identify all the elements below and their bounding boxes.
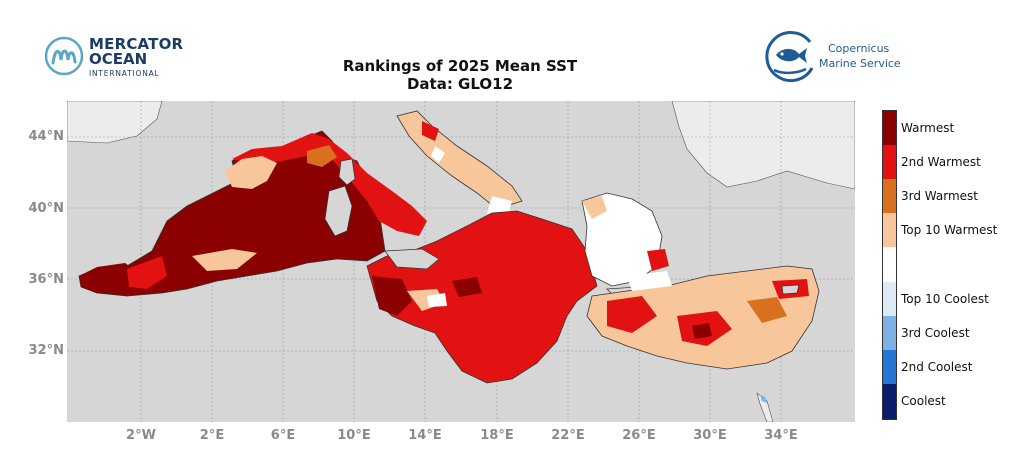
copernicus-marine-logo: Copernicus Marine Service <box>762 28 912 84</box>
lon-label-18e: 18°E <box>480 428 514 443</box>
tunisian-shelf <box>372 276 412 316</box>
ionian-dark-patch <box>452 277 482 297</box>
adriatic-white <box>431 146 445 163</box>
copernicus-logo-text-2: Marine Service <box>819 57 901 70</box>
sst-ranking-map <box>67 101 855 422</box>
adriatic-red <box>422 121 439 141</box>
black-sea-area <box>671 101 855 190</box>
map-title-line-1: Rankings of 2025 Mean SST <box>342 57 578 75</box>
colorbar-swatch-neutral <box>883 247 896 282</box>
ionian-white-patch <box>427 293 447 307</box>
legend-label-3rd-coolest: 3rd Coolest <box>901 326 970 340</box>
lon-label-30e: 30°E <box>693 428 727 443</box>
ligurian-patch <box>307 145 337 167</box>
lon-label-14e: 14°E <box>408 428 442 443</box>
mercator-logo-text-1: MERCATOR <box>89 35 184 53</box>
colorbar-swatch-3rd-coolest <box>883 316 896 350</box>
colorbar <box>882 110 897 420</box>
levantine-white <box>627 271 672 291</box>
legend-label-2nd-coolest: 2nd Coolest <box>901 360 973 374</box>
copernicus-logo-text-1: Copernicus <box>828 42 890 55</box>
cyprus-island <box>781 284 800 295</box>
mercator-logo-icon <box>44 36 84 76</box>
colorbar-swatch-2nd-coolest <box>883 350 896 384</box>
lon-label-26e: 26°E <box>622 428 656 443</box>
legend-label-top10-coolest: Top 10 Coolest <box>901 292 989 306</box>
sardinia-island <box>324 185 353 237</box>
aegean-red <box>647 249 669 271</box>
colorbar-swatch-warmest <box>883 111 896 145</box>
northern-land-light <box>67 101 163 144</box>
levantine-red-1 <box>607 296 657 333</box>
legend-label-coolest: Coolest <box>901 394 946 408</box>
colorbar-swatch-coolest <box>883 384 896 419</box>
gulf-of-lion-patch <box>225 156 277 189</box>
legend-label-warmest: Warmest <box>901 121 955 135</box>
tyrrhenian-sea <box>232 133 427 236</box>
suez-coolest-patch <box>760 395 767 403</box>
lat-label-44n: 44°N <box>28 129 64 144</box>
lon-label-22e: 22°E <box>551 428 585 443</box>
lat-label-36n: 36°N <box>28 272 64 287</box>
mercator-logo-text-3: INTERNATIONAL <box>89 69 160 78</box>
legend-label-top10-warmest: Top 10 Warmest <box>901 223 998 237</box>
alboran-red <box>127 256 167 289</box>
fish-icon <box>765 31 814 82</box>
legend-label-2nd-warmest: 2nd Warmest <box>901 155 981 169</box>
colorbar-swatch-2nd-warmest <box>883 145 896 179</box>
corsica-island <box>338 158 356 186</box>
lon-label-6e: 6°E <box>270 428 296 443</box>
colorbar-swatch-top10-warmest <box>883 213 896 247</box>
lat-label-40n: 40°N <box>28 201 64 216</box>
mercator-logo-text-2: OCEAN <box>89 50 148 68</box>
lon-label-10e: 10°E <box>337 428 371 443</box>
levantine-dark <box>692 323 712 339</box>
lon-label-34e: 34°E <box>764 428 798 443</box>
lat-label-32n: 32°N <box>28 343 64 358</box>
lon-label-2e: 2°E <box>199 428 225 443</box>
colorbar-swatch-3rd-warmest <box>883 179 896 213</box>
colorbar-swatch-top10-coolest <box>883 282 896 316</box>
alboran-sea <box>79 263 139 293</box>
map-title: Rankings of 2025 Mean SST Data: GLO12 <box>260 57 660 93</box>
aegean-peach <box>582 196 607 219</box>
legend-label-3rd-warmest: 3rd Warmest <box>901 189 978 203</box>
mercator-ocean-logo: MERCATOR OCEAN INTERNATIONAL <box>44 36 194 80</box>
western-basin <box>78 130 386 297</box>
map-title-line-2: Data: GLO12 <box>406 75 514 93</box>
levantine-orange <box>747 297 787 323</box>
balearic-patch <box>192 249 257 271</box>
sicily-island <box>384 248 440 270</box>
lon-label-2w: 2°W <box>126 428 156 443</box>
